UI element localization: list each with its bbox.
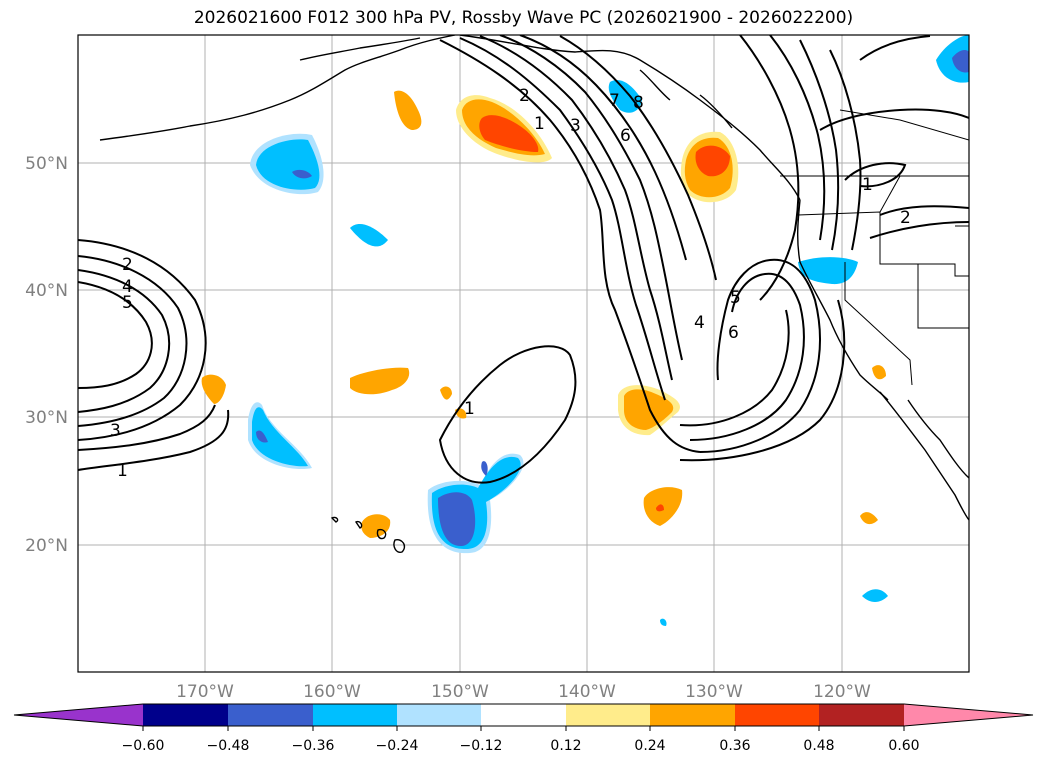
colorbar-ticks xyxy=(142,726,905,731)
positive-pv-anomaly xyxy=(656,504,664,512)
latitude-labels: 50°N 40°N 30°N 20°N xyxy=(25,154,68,556)
contour-label: 1 xyxy=(464,399,475,419)
colorbar-segment xyxy=(313,704,397,726)
contour-label: 5 xyxy=(122,293,133,313)
lon-label: 170°W xyxy=(176,682,234,702)
contour-label: 4 xyxy=(122,277,133,297)
colorbar-segment xyxy=(566,704,650,726)
colorbar-tick-label: 0.48 xyxy=(803,738,834,754)
negative-pv-anomaly xyxy=(350,224,388,247)
contour-label: 6 xyxy=(728,323,739,343)
contour-label: 1 xyxy=(862,175,873,195)
colorbar-tick-label: −0.12 xyxy=(460,738,503,754)
negative-pv-anomaly xyxy=(798,257,858,285)
colorbar-tick-label: 0.36 xyxy=(719,738,750,754)
colorbar-segment xyxy=(143,704,228,726)
contour-label: 2 xyxy=(122,255,133,275)
negative-pv-anomaly xyxy=(660,618,667,626)
contour-label: 5 xyxy=(730,288,741,308)
negative-pv-anomaly xyxy=(936,35,969,83)
contour-label: 6 xyxy=(620,126,631,146)
colorbar-tick-label: −0.24 xyxy=(376,738,419,754)
contour-label: 4 xyxy=(694,313,705,333)
lat-label: 30°N xyxy=(25,408,68,428)
colorbar-tick-label: 0.12 xyxy=(550,738,581,754)
colorbar-tick-label: 0.24 xyxy=(634,738,665,754)
colorbar-segment xyxy=(397,704,481,726)
contour-lines xyxy=(78,35,969,484)
colorbar-extend-max xyxy=(904,704,1033,726)
lat-label: 40°N xyxy=(25,281,68,301)
positive-pv-anomaly xyxy=(440,386,452,400)
positive-pv-anomaly xyxy=(350,367,410,395)
lat-label: 50°N xyxy=(25,154,68,174)
map-frame xyxy=(77,34,970,673)
lon-label: 120°W xyxy=(813,682,871,702)
lon-label: 140°W xyxy=(558,682,616,702)
negative-pv-anomaly xyxy=(608,80,642,113)
colorbar-tick-label: 0.60 xyxy=(888,738,919,754)
colorbar-segment xyxy=(735,704,819,726)
negative-pv-anomaly xyxy=(862,589,888,602)
colorbar: −0.60 −0.48 −0.36 −0.24 −0.12 0.12 0.24 … xyxy=(13,703,1034,754)
contour-label: 3 xyxy=(110,421,121,441)
positive-pv-anomaly xyxy=(860,512,878,525)
colorbar-tick-label: −0.36 xyxy=(292,738,335,754)
lon-label: 150°W xyxy=(431,682,489,702)
contour-label: 8 xyxy=(633,93,644,113)
contour-label: 1 xyxy=(534,114,545,134)
contour-label: 1 xyxy=(117,461,128,481)
colorbar-segment xyxy=(819,704,904,726)
contour-labels: 2 1 3 6 7 8 1 2 2 4 5 3 1 1 4 5 6 xyxy=(110,86,911,481)
lon-label: 130°W xyxy=(685,682,743,702)
colorbar-extend-min xyxy=(14,704,143,726)
colorbar-segment xyxy=(228,704,313,726)
positive-pv-anomaly xyxy=(201,374,226,404)
contour-label: 2 xyxy=(900,208,911,228)
lon-label: 160°W xyxy=(303,682,361,702)
colorbar-tick-label: −0.48 xyxy=(207,738,250,754)
positive-pv-anomaly xyxy=(680,131,739,203)
positive-pv-anomaly xyxy=(456,95,552,163)
contour-label: 7 xyxy=(609,91,620,111)
contour-label: 2 xyxy=(519,86,530,106)
colorbar-tick-label: −0.60 xyxy=(122,738,165,754)
negative-pv-anomaly xyxy=(250,133,324,195)
positive-pv-anomaly xyxy=(394,90,422,130)
map-title: 2026021600 F012 300 hPa PV, Rossby Wave … xyxy=(193,8,854,28)
positive-pv-anomaly xyxy=(872,365,886,380)
longitude-labels: 170°W 160°W 150°W 140°W 130°W 120°W xyxy=(176,682,871,702)
colorbar-segment xyxy=(650,704,735,726)
positive-pv-anomaly xyxy=(361,514,391,538)
negative-pv-anomaly xyxy=(248,402,312,470)
contour-label: 3 xyxy=(570,116,581,136)
political-borders xyxy=(780,109,969,386)
colorbar-segment xyxy=(481,704,566,726)
lat-label: 20°N xyxy=(25,536,68,556)
